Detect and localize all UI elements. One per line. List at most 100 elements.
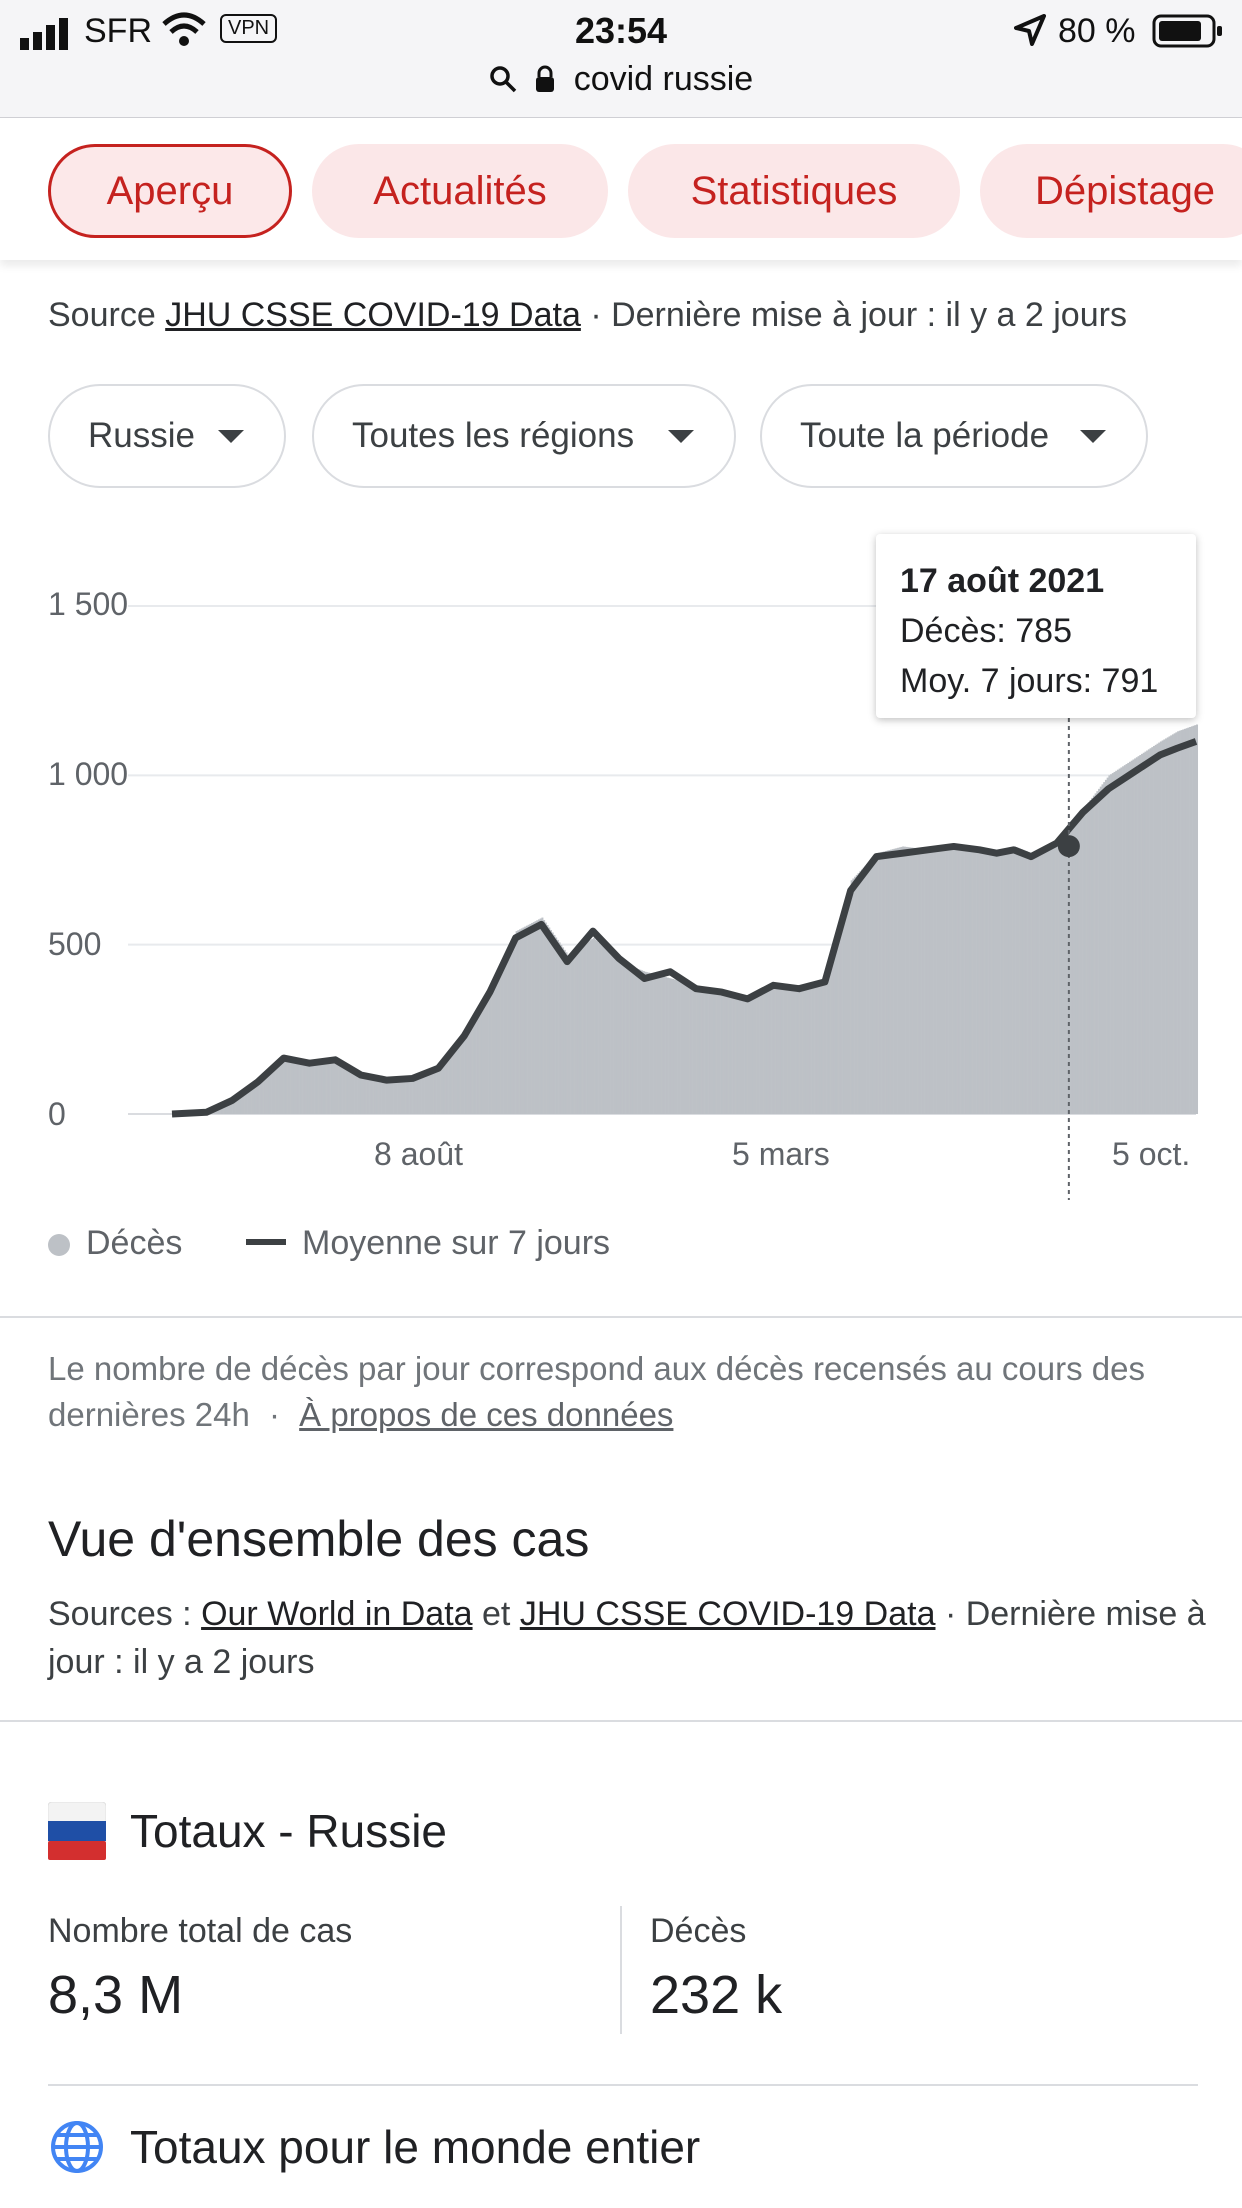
deaths-bar [735,993,738,1114]
deaths-bar [818,981,821,1114]
deaths-bar [586,942,589,1114]
deaths-bar [347,1065,350,1114]
deaths-bar [299,1061,302,1114]
deaths-bar [766,988,769,1114]
deaths-bar [706,988,709,1114]
deaths-bar [953,844,956,1114]
deaths-bar [429,1069,432,1114]
deaths-bar [307,1062,310,1114]
deaths-bar [677,980,680,1114]
total-cases-label: Nombre total de cas [48,1912,353,1950]
sources-prefix: Sources : [48,1595,192,1633]
deaths-bar [357,1071,360,1114]
deaths-bar [591,939,594,1114]
deaths-bar [1183,728,1186,1114]
deaths-bar [515,931,518,1114]
deaths-bar [251,1085,254,1114]
deaths-bar [936,848,939,1114]
deaths-bar [943,846,946,1114]
divider [48,2084,1198,2086]
deaths-bar [938,847,941,1114]
deaths-bar [824,978,827,1114]
source-link[interactable]: JHU CSSE COVID-19 Data [165,296,581,334]
deaths-bar [374,1076,377,1114]
deaths-bar [941,847,944,1114]
deaths-bar [728,992,731,1114]
deaths-bar [302,1062,305,1114]
deaths-bar [223,1104,226,1114]
deaths-bar [381,1077,384,1114]
deaths-bar [328,1059,331,1114]
deaths-bar [560,944,563,1114]
tab-apercu[interactable]: Aperçu [48,144,292,238]
deaths-bar [759,990,762,1114]
deaths-bar [826,971,829,1114]
deaths-bar [465,1026,468,1114]
deaths-bar [852,878,855,1114]
deaths-bar [453,1044,456,1114]
deaths-bar [952,845,955,1114]
chart-plot[interactable] [0,560,1242,1200]
url-bar[interactable]: covid russie [0,60,1242,99]
deaths-bar [725,992,728,1114]
deaths-bar [775,985,778,1114]
deaths-bar [812,983,815,1114]
deaths-bar [275,1066,278,1114]
region-dropdown[interactable]: Toutes les régions [312,384,736,488]
deaths-bar [283,1059,286,1114]
about-data-link[interactable]: À propos de ces données [299,1396,674,1433]
deaths-bar [264,1074,267,1114]
deaths-bar [1170,735,1173,1114]
deaths-bar [548,927,551,1114]
deaths-bar [847,893,850,1114]
deaths-bar [623,963,626,1114]
tab-actualites[interactable]: Actualités [312,144,608,238]
total-deaths-value: 232 k [650,1965,783,2025]
deaths-bar [881,851,884,1114]
deaths-bar [226,1102,229,1114]
deaths-bar [1132,759,1135,1114]
deaths-bar [634,967,637,1114]
period-dropdown[interactable]: Toute la période [760,384,1148,488]
deaths-bar [1032,852,1035,1114]
deaths-bar [685,982,688,1114]
source-link-owid[interactable]: Our World in Data [201,1595,473,1633]
deaths-bar [1092,795,1095,1114]
deaths-bar [792,987,795,1114]
deaths-bar [324,1060,327,1114]
deaths-bar [874,855,877,1114]
deaths-bar [1101,784,1104,1114]
deaths-bar [714,990,717,1114]
deaths-bar [1024,850,1027,1114]
deaths-bar [562,947,565,1114]
tab-depistage[interactable]: Dépistage [980,144,1242,238]
deaths-bar [555,937,558,1114]
deaths-bar [945,846,948,1114]
deaths-bar [431,1069,434,1114]
deaths-bar [522,927,525,1114]
deaths-bar [354,1069,357,1114]
world-totals-title[interactable]: Totaux pour le monde entier [130,2121,701,2173]
deaths-bar [290,1060,293,1114]
deaths-bar [969,847,972,1114]
deaths-bar [615,958,618,1114]
source-link-jhu[interactable]: JHU CSSE COVID-19 Data [519,1595,936,1633]
deaths-bar [608,952,611,1114]
deaths-bar [362,1073,365,1114]
x-tick-label: 5 mars [732,1136,830,1172]
deaths-bar [878,852,881,1114]
deaths-bar [1029,852,1032,1114]
deaths-bar [434,1067,437,1114]
deaths-bar [690,983,693,1114]
deaths-bar [860,869,863,1114]
deaths-bar [599,944,602,1114]
highlight-point[interactable] [1057,835,1080,858]
deaths-bar [549,929,553,1114]
deaths-bar [622,962,625,1114]
deaths-bar [505,952,508,1114]
country-dropdown[interactable]: Russie [48,384,286,488]
deaths-bar [268,1072,271,1114]
deaths-bar [1194,725,1197,1114]
tab-statistiques[interactable]: Statistiques [628,144,960,238]
deaths-bar [457,1039,460,1114]
